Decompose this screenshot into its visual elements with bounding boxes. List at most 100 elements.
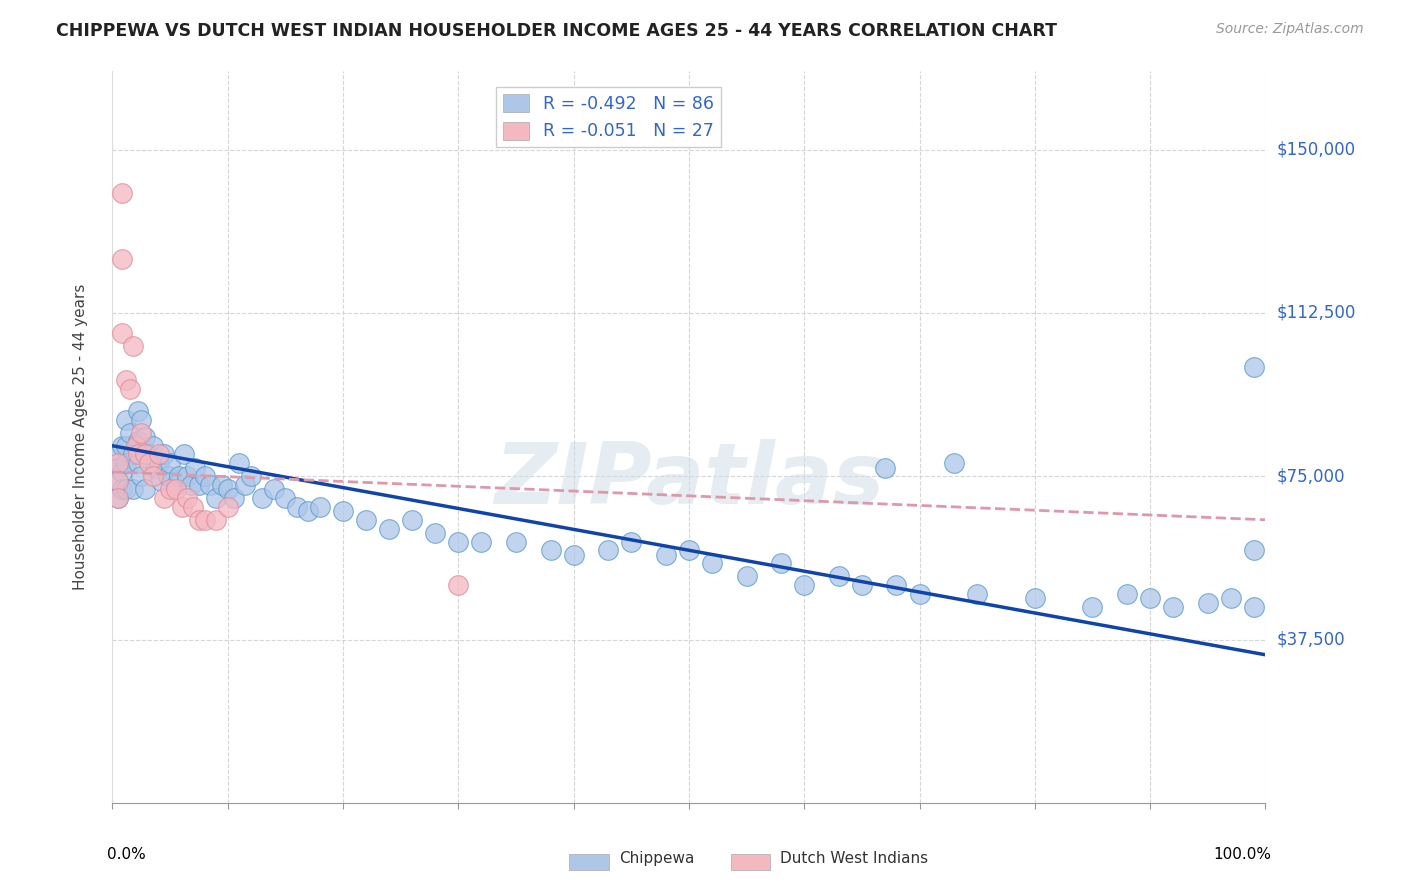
Point — [1243, 360, 1265, 375]
Point — [165, 483, 187, 497]
Text: Source: ZipAtlas.com: Source: ZipAtlas.com — [1216, 22, 1364, 37]
Y-axis label: Householder Income Ages 25 - 44 years: Householder Income Ages 25 - 44 years — [73, 284, 89, 591]
Point — [274, 491, 297, 505]
Point — [1081, 599, 1104, 614]
Point — [134, 483, 156, 497]
Point — [217, 500, 239, 514]
Point — [134, 430, 156, 444]
Point — [134, 448, 156, 462]
Point — [1139, 591, 1161, 606]
Point — [153, 448, 176, 462]
Point — [222, 491, 245, 505]
Point — [828, 569, 851, 583]
Point — [127, 456, 149, 470]
Point — [122, 338, 145, 352]
Point — [181, 500, 204, 514]
Point — [180, 478, 202, 492]
Point — [176, 469, 198, 483]
Point — [111, 252, 134, 266]
Point — [211, 478, 233, 492]
Point — [562, 548, 585, 562]
Point — [115, 439, 138, 453]
Point — [194, 513, 217, 527]
Legend: R = -0.492   N = 86, R = -0.051   N = 27: R = -0.492 N = 86, R = -0.051 N = 27 — [496, 87, 721, 147]
Point — [447, 534, 470, 549]
Point — [148, 456, 170, 470]
Point — [793, 578, 815, 592]
Point — [169, 469, 191, 483]
Point — [115, 483, 138, 497]
Point — [217, 483, 239, 497]
Point — [173, 448, 195, 462]
Point — [115, 374, 138, 388]
Point — [1243, 599, 1265, 614]
Point — [943, 456, 966, 470]
Point — [148, 448, 170, 462]
Point — [233, 478, 256, 492]
Point — [118, 382, 141, 396]
Point — [309, 500, 332, 514]
Point — [111, 439, 134, 453]
Point — [159, 456, 181, 470]
Point — [184, 460, 207, 475]
Point — [176, 491, 198, 505]
Point — [115, 412, 138, 426]
Point — [1116, 587, 1139, 601]
Point — [127, 404, 149, 418]
Point — [470, 534, 492, 549]
Point — [107, 448, 129, 462]
Text: $150,000: $150,000 — [1277, 141, 1355, 159]
Point — [111, 186, 134, 201]
Point — [735, 569, 758, 583]
Text: $75,000: $75,000 — [1277, 467, 1346, 485]
Point — [354, 513, 377, 527]
Point — [297, 504, 319, 518]
Text: 100.0%: 100.0% — [1213, 847, 1271, 862]
Point — [122, 448, 145, 462]
Point — [200, 478, 222, 492]
Point — [252, 491, 274, 505]
Point — [655, 548, 678, 562]
Point — [263, 483, 285, 497]
Point — [138, 448, 160, 462]
Point — [425, 525, 447, 540]
Point — [145, 460, 167, 475]
Point — [107, 491, 129, 505]
Text: Chippewa: Chippewa — [619, 851, 695, 865]
Point — [1197, 595, 1219, 609]
Point — [205, 513, 228, 527]
Point — [115, 456, 138, 470]
Point — [1024, 591, 1046, 606]
Point — [111, 326, 134, 340]
Point — [205, 491, 228, 505]
Point — [239, 469, 262, 483]
Point — [700, 557, 723, 571]
Point — [107, 460, 129, 475]
Point — [447, 578, 470, 592]
Point — [142, 469, 165, 483]
Point — [1219, 591, 1241, 606]
Point — [873, 460, 896, 475]
Point — [194, 469, 217, 483]
Point — [124, 439, 146, 453]
Point — [129, 469, 153, 483]
Point — [156, 469, 179, 483]
Point — [770, 557, 793, 571]
Point — [620, 534, 643, 549]
Point — [127, 448, 149, 462]
Point — [851, 578, 873, 592]
Point — [165, 478, 187, 492]
Point — [966, 587, 988, 601]
Point — [107, 491, 129, 505]
Point — [138, 456, 160, 470]
Point — [107, 474, 129, 488]
Text: ZIPatlas: ZIPatlas — [494, 440, 884, 523]
Point — [188, 478, 211, 492]
Point — [159, 483, 181, 497]
Point — [540, 543, 562, 558]
Point — [188, 513, 211, 527]
Point — [170, 500, 193, 514]
Point — [111, 465, 134, 479]
Text: $37,500: $37,500 — [1277, 631, 1346, 648]
Point — [129, 425, 153, 440]
